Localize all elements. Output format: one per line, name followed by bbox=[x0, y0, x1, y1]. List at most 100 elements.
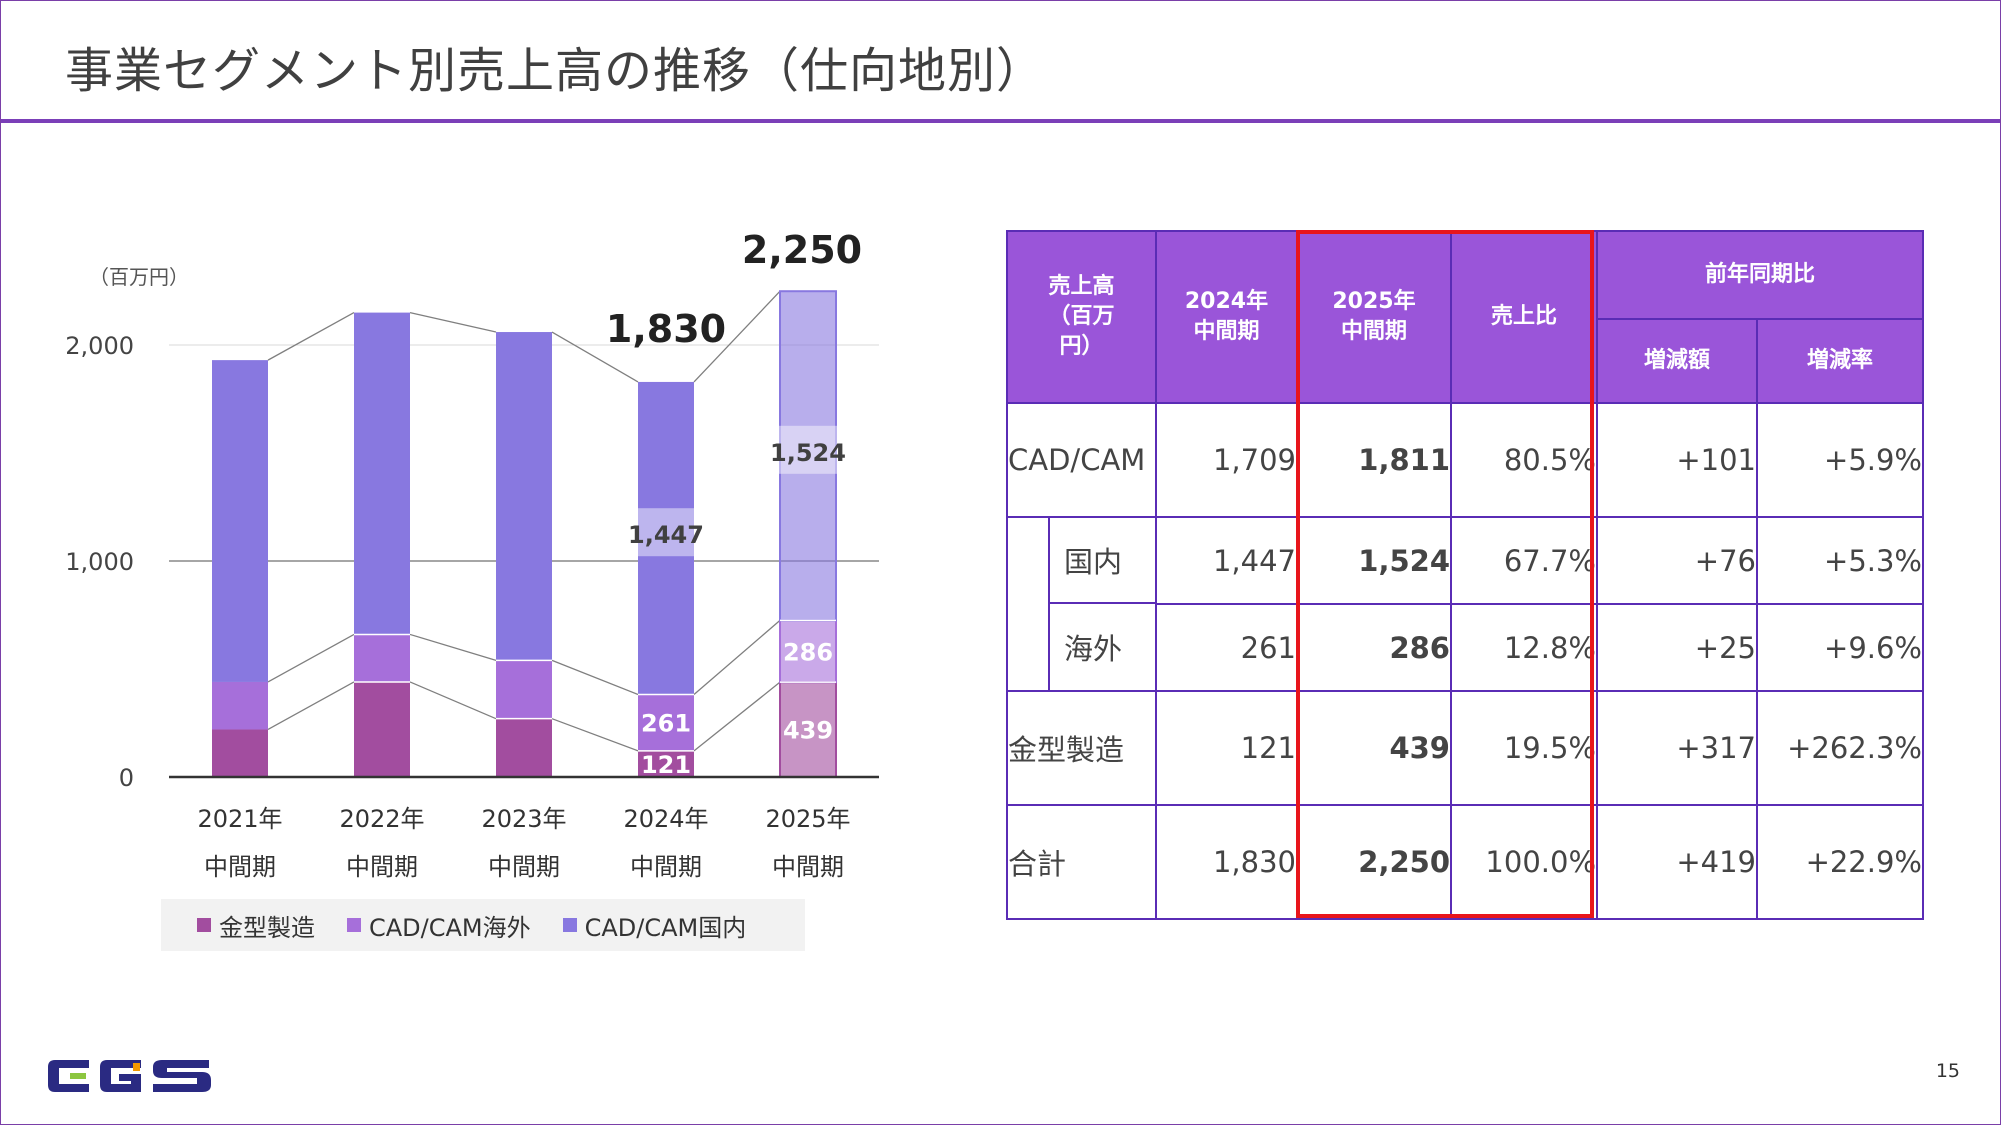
cgs-logo-mark bbox=[48, 1060, 211, 1092]
bar-segment bbox=[638, 694, 694, 751]
table-row-cadcam: CAD/CAM 1,709 1,811 80.5% +101 +5.9% bbox=[1006, 402, 1924, 518]
overseas-rate: +9.6% bbox=[1756, 603, 1924, 692]
series-connector-line bbox=[551, 659, 639, 696]
legend-item-kanagata: 金型製造 bbox=[197, 908, 315, 943]
bar-segment bbox=[638, 381, 694, 695]
bar-segment bbox=[496, 660, 552, 719]
x-tick-label: 中間期 bbox=[346, 853, 418, 881]
header-ratio: 売上比 bbox=[1450, 230, 1598, 404]
data-label-backdrop bbox=[770, 425, 846, 474]
header-sales: 売上高 （百万 円） bbox=[1006, 230, 1157, 404]
table-row-domestic: 国内 1,447 1,524 67.7% +76 +5.3% bbox=[1006, 516, 1924, 605]
total-rate: +22.9% bbox=[1756, 804, 1924, 920]
x-tick-label: 2024年 bbox=[623, 805, 708, 833]
series-connector-line bbox=[267, 681, 355, 731]
row-label-domestic: 国内 bbox=[1006, 516, 1157, 604]
domestic-2025: 1,524 bbox=[1296, 516, 1452, 605]
data-label: 439 bbox=[783, 717, 833, 745]
overseas-2024: 261 bbox=[1155, 603, 1298, 692]
y-unit-label: （百万円） bbox=[89, 265, 189, 289]
legend-label-cadcam-domestic: CAD/CAM国内 bbox=[584, 913, 747, 942]
table-row-total: 合計 1,830 2,250 100.0% +419 +22.9% bbox=[1006, 804, 1924, 920]
header-yoy: 前年同期比 bbox=[1596, 230, 1924, 320]
series-connector-line bbox=[409, 681, 497, 720]
bar-segment bbox=[638, 750, 694, 777]
bar-segment bbox=[354, 634, 410, 682]
row-label-overseas: 海外 bbox=[1006, 604, 1157, 692]
header-rate: 増減率 bbox=[1756, 318, 1924, 404]
data-label-backdrop bbox=[628, 508, 704, 557]
kanagata-rate: +262.3% bbox=[1756, 690, 1924, 806]
data-label: 1,524 bbox=[770, 439, 846, 467]
bar-segment bbox=[496, 718, 552, 777]
series-connector-line bbox=[693, 681, 781, 752]
data-label: 1,447 bbox=[628, 521, 704, 549]
total-ratio: 100.0% bbox=[1450, 804, 1598, 920]
domestic-ratio: 67.7% bbox=[1450, 516, 1598, 605]
cadcam-ratio: 80.5% bbox=[1450, 402, 1598, 518]
total-diff: +419 bbox=[1596, 804, 1758, 920]
total-2024: 1,830 bbox=[1155, 804, 1298, 920]
cadcam-2025: 1,811 bbox=[1296, 402, 1452, 518]
header-diff: 増減額 bbox=[1596, 318, 1758, 404]
cgs-logo bbox=[45, 1056, 215, 1100]
series-connector-line bbox=[693, 619, 781, 695]
x-tick-label: 中間期 bbox=[488, 853, 560, 881]
cadcam-rate: +5.9% bbox=[1756, 402, 1924, 518]
bar-segment bbox=[212, 681, 268, 730]
overseas-diff: +25 bbox=[1596, 603, 1758, 692]
table-row-overseas: 海外 261 286 12.8% +25 +9.6% bbox=[1006, 603, 1924, 692]
series-connector-line bbox=[551, 718, 639, 752]
bar-segment bbox=[779, 290, 837, 622]
legend-swatch-cadcam-overseas bbox=[347, 918, 361, 932]
domestic-label-box: 国内 bbox=[1048, 518, 1155, 604]
overseas-2025: 286 bbox=[1296, 603, 1452, 692]
total-2025: 2,250 bbox=[1296, 804, 1452, 920]
cadcam-diff: +101 bbox=[1596, 402, 1758, 518]
x-tick-label: 中間期 bbox=[772, 853, 844, 881]
overseas-label-box: 海外 bbox=[1048, 604, 1155, 690]
kanagata-2024: 121 bbox=[1155, 690, 1298, 806]
domestic-2024: 1,447 bbox=[1155, 516, 1298, 605]
x-tick-label: 2025年 bbox=[765, 805, 850, 833]
legend-label-cadcam-overseas: CAD/CAM海外 bbox=[369, 913, 531, 942]
data-label: 286 bbox=[783, 638, 833, 666]
x-tick-label: 2022年 bbox=[339, 805, 424, 833]
legend-swatch-cadcam-domestic bbox=[562, 918, 577, 932]
row-label-cadcam: CAD/CAM bbox=[1006, 402, 1157, 518]
series-connector-line bbox=[267, 312, 355, 361]
row-label-total: 合計 bbox=[1006, 804, 1157, 920]
row-label-kanagata: 金型製造 bbox=[1006, 690, 1157, 806]
overseas-ratio: 12.8% bbox=[1450, 603, 1598, 692]
y-tick-label: 1,000 bbox=[65, 548, 134, 576]
total-label: 1,830 bbox=[606, 307, 726, 351]
chart-legend: 金型製造 CAD/CAM海外 CAD/CAM国内 bbox=[161, 899, 805, 951]
y-tick-label: 2,000 bbox=[65, 332, 134, 360]
cadcam-2024: 1,709 bbox=[1155, 402, 1298, 518]
title-rule bbox=[1, 119, 2000, 123]
header-2025: 2025年 中間期 bbox=[1296, 230, 1452, 404]
x-tick-label: 中間期 bbox=[204, 853, 276, 881]
page-number: 15 bbox=[1935, 1060, 1960, 1082]
bar-segment bbox=[212, 360, 268, 682]
y-tick-label: 0 bbox=[119, 764, 134, 792]
x-tick-label: 中間期 bbox=[630, 853, 702, 881]
bar-segment bbox=[779, 681, 837, 779]
data-label: 261 bbox=[641, 710, 691, 738]
bar-segment bbox=[354, 681, 410, 777]
series-connector-line bbox=[551, 331, 639, 383]
legend-swatch-kanagata bbox=[197, 918, 211, 932]
legend-item-cadcam-overseas: CAD/CAM海外 bbox=[347, 908, 531, 943]
series-connector-line bbox=[409, 633, 497, 661]
kanagata-diff: +317 bbox=[1596, 690, 1758, 806]
domestic-label: 国内 bbox=[1064, 545, 1123, 579]
legend-label-kanagata: 金型製造 bbox=[219, 913, 315, 942]
bar-segment bbox=[212, 729, 268, 777]
data-label: 121 bbox=[641, 751, 691, 779]
page-title: 事業セグメント別売上高の推移（仕向地別） bbox=[65, 43, 1046, 99]
bar-segment bbox=[354, 312, 410, 635]
table-row-kanagata: 金型製造 121 439 19.5% +317 +262.3% bbox=[1006, 690, 1924, 806]
total-label: 2,250 bbox=[742, 228, 862, 272]
